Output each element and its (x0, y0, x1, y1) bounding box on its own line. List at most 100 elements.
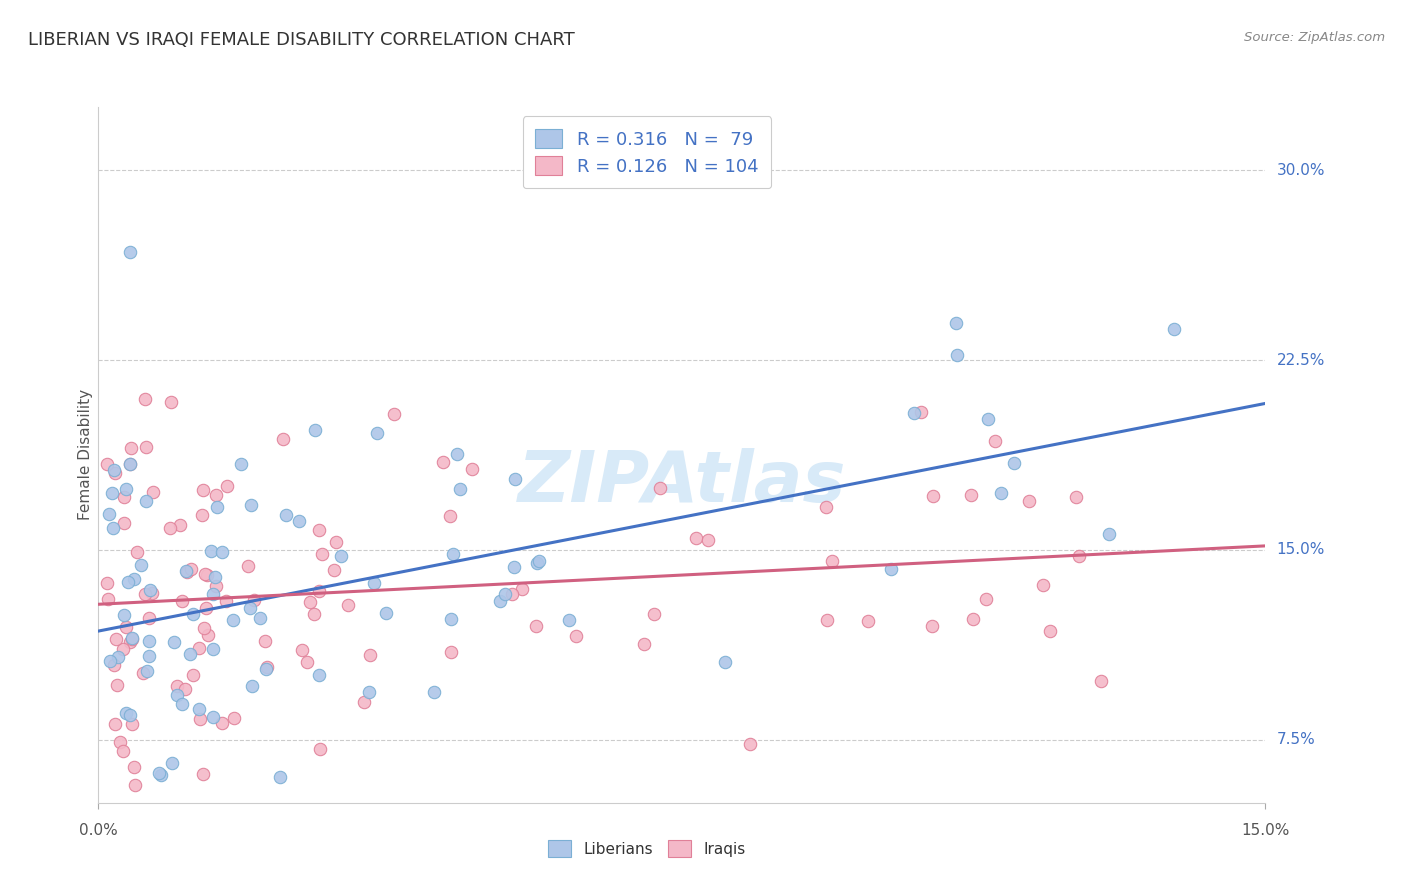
Point (488, 593, 510, 607)
Point (124, 778, 146, 792)
Text: ZIPAtlas: ZIPAtlas (517, 449, 846, 517)
Point (132, 666, 155, 681)
Point (441, 547, 464, 561)
Point (501, 587, 523, 601)
Point (502, 560, 524, 574)
Point (134, 392, 156, 406)
Point (188, 712, 211, 726)
Point (135, 494, 157, 508)
Text: LIBERIAN VS IRAQI FEMALE DISABILITY CORRELATION CHART: LIBERIAN VS IRAQI FEMALE DISABILITY CORR… (28, 31, 575, 49)
Point (236, 559, 259, 574)
Point (121, 632, 143, 646)
Point (366, 425, 388, 440)
Point (138, 634, 160, 648)
Point (494, 587, 516, 601)
Point (325, 534, 347, 549)
Point (449, 483, 471, 497)
Point (96, 575, 118, 590)
Point (510, 582, 533, 596)
Point (740, 737, 762, 751)
Point (121, 716, 143, 731)
Point (107, 650, 129, 665)
Point (201, 587, 224, 601)
Point (253, 634, 276, 648)
Point (118, 244, 141, 259)
Point (205, 488, 228, 502)
Point (308, 584, 330, 599)
Point (180, 819, 202, 833)
Point (222, 613, 245, 627)
Point (329, 549, 352, 563)
Point (197, 627, 219, 641)
Point (336, 598, 359, 612)
Legend: Liberians, Iraqis: Liberians, Iraqis (540, 833, 754, 864)
Point (880, 562, 903, 576)
Point (382, 407, 405, 421)
Point (191, 483, 214, 497)
Point (353, 695, 375, 709)
Point (159, 521, 181, 535)
Point (959, 488, 981, 502)
Point (323, 563, 346, 577)
Point (375, 607, 398, 621)
Point (97, 592, 120, 607)
Point (112, 490, 135, 504)
Point (946, 348, 969, 362)
Point (138, 649, 160, 664)
Point (821, 553, 844, 567)
Point (187, 701, 209, 715)
Text: 0.0%: 0.0% (79, 823, 118, 838)
Point (138, 611, 160, 625)
Point (98, 654, 121, 668)
Point (174, 564, 197, 578)
Point (962, 612, 984, 626)
Point (524, 619, 547, 633)
Point (240, 679, 263, 693)
Point (181, 607, 204, 621)
Point (1002, 456, 1025, 470)
Text: 15.0%: 15.0% (1277, 542, 1324, 558)
Point (108, 735, 131, 749)
Point (195, 568, 218, 582)
Point (291, 643, 314, 657)
Point (170, 697, 193, 711)
Point (243, 592, 266, 607)
Point (202, 710, 225, 724)
Point (181, 668, 204, 682)
Point (359, 648, 381, 662)
Point (903, 406, 925, 420)
Point (990, 485, 1012, 500)
Point (135, 440, 157, 454)
Point (650, 481, 672, 495)
Point (148, 766, 170, 780)
Point (308, 667, 330, 681)
Text: 7.5%: 7.5% (1277, 732, 1315, 747)
Point (160, 756, 183, 771)
Point (121, 441, 143, 455)
Point (120, 634, 142, 648)
Point (304, 423, 326, 437)
Point (439, 508, 461, 523)
Point (141, 586, 163, 600)
Point (104, 466, 127, 480)
Y-axis label: Female Disability: Female Disability (77, 389, 93, 521)
Point (97, 507, 120, 521)
Point (984, 434, 1007, 449)
Point (193, 621, 215, 635)
Point (194, 566, 217, 581)
Point (170, 593, 193, 607)
Point (357, 684, 380, 698)
Point (274, 508, 297, 522)
Point (179, 647, 201, 661)
Point (163, 634, 186, 648)
Point (527, 554, 550, 568)
Point (118, 457, 141, 471)
Point (308, 523, 330, 537)
Point (115, 620, 138, 634)
Point (125, 545, 148, 559)
Point (697, 533, 720, 547)
Point (256, 660, 278, 674)
Point (1163, 322, 1185, 336)
Point (118, 708, 141, 723)
Point (107, 678, 129, 692)
